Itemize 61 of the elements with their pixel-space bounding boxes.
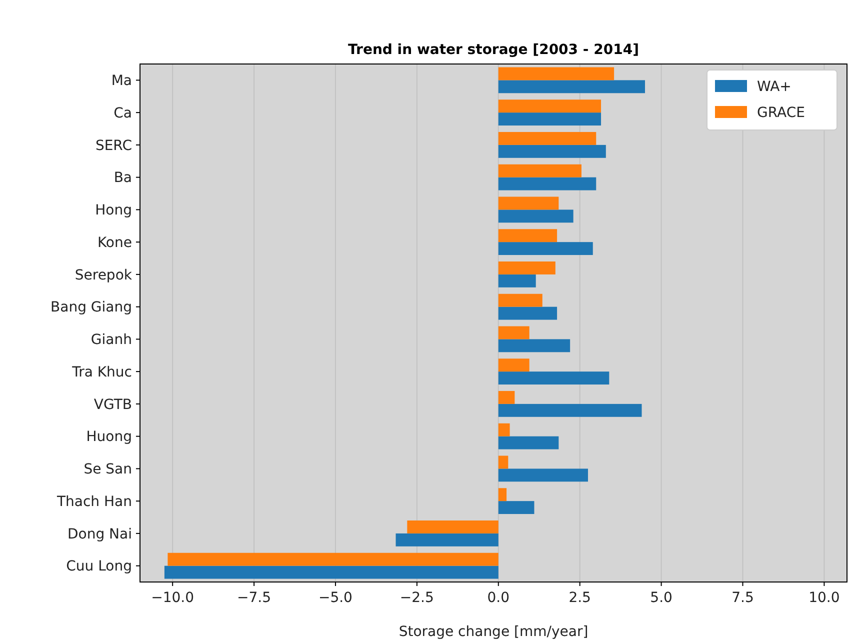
y-tick-label: Hong: [95, 202, 132, 219]
bar: [498, 423, 510, 436]
bar: [498, 112, 602, 126]
bar: [164, 566, 498, 579]
bar: [498, 177, 596, 190]
y-tick-label: VGTB: [94, 396, 132, 413]
bar: [498, 144, 606, 158]
y-tick-label: Gianh: [90, 332, 132, 348]
y-tick-label: Tra Khuc: [71, 364, 132, 380]
bar: [396, 533, 498, 546]
y-tick-label: SERC: [95, 138, 132, 154]
bar: [498, 80, 645, 94]
x-tick-label: −10.0: [151, 590, 194, 606]
bar: [498, 196, 559, 210]
bar: [498, 326, 530, 340]
legend-label: WA+: [757, 78, 792, 95]
bar: [498, 468, 588, 482]
bar: [498, 488, 507, 502]
y-tick-label: Ca: [114, 105, 132, 122]
y-tick-label: Ma: [111, 73, 132, 90]
x-tick-label: −2.5: [400, 590, 434, 606]
bar: [498, 358, 530, 372]
x-axis-title: Storage change [mm/year]: [398, 624, 588, 640]
bar: [498, 390, 515, 404]
x-tick-label: 5.0: [650, 590, 672, 606]
y-tick-label: Ba: [114, 170, 132, 186]
y-tick-label: Cuu Long: [66, 558, 132, 575]
legend-label: GRACE: [757, 104, 805, 121]
chart-title: Trend in water storage [2003 - 2014]: [348, 42, 639, 58]
bar: [168, 552, 498, 566]
x-tick-label: 10.0: [808, 590, 840, 606]
y-tick-label: Thach Han: [56, 494, 132, 510]
bar: [498, 501, 534, 514]
bar: [498, 67, 614, 80]
bar: [498, 372, 610, 385]
bar: [498, 164, 582, 178]
bar: [498, 294, 542, 307]
x-tick-label: 0.0: [487, 590, 510, 606]
y-tick-label: Bang Giang: [50, 300, 132, 316]
bar: [498, 261, 556, 274]
y-tick-label: Dong Nai: [68, 526, 132, 542]
bar: [498, 456, 508, 469]
y-tick-label: Serepok: [74, 267, 133, 284]
y-tick-label: Se San: [84, 462, 132, 478]
x-tick-label: 7.5: [732, 590, 754, 606]
bar: [407, 520, 498, 534]
bar: [498, 339, 570, 352]
bar: [498, 274, 536, 288]
bar: [498, 404, 642, 417]
bar: [498, 210, 574, 223]
bar: [498, 306, 558, 320]
x-tick-label: −7.5: [237, 590, 272, 606]
x-tick-label: −5.0: [318, 590, 352, 606]
bar: [498, 229, 558, 242]
x-tick-label: 2.5: [568, 590, 591, 606]
bar: [498, 100, 602, 113]
y-tick-label: Huong: [86, 429, 132, 446]
bar: [498, 132, 596, 145]
bar: [498, 436, 559, 450]
y-tick-label: Kone: [97, 234, 132, 251]
bar: [498, 242, 593, 256]
